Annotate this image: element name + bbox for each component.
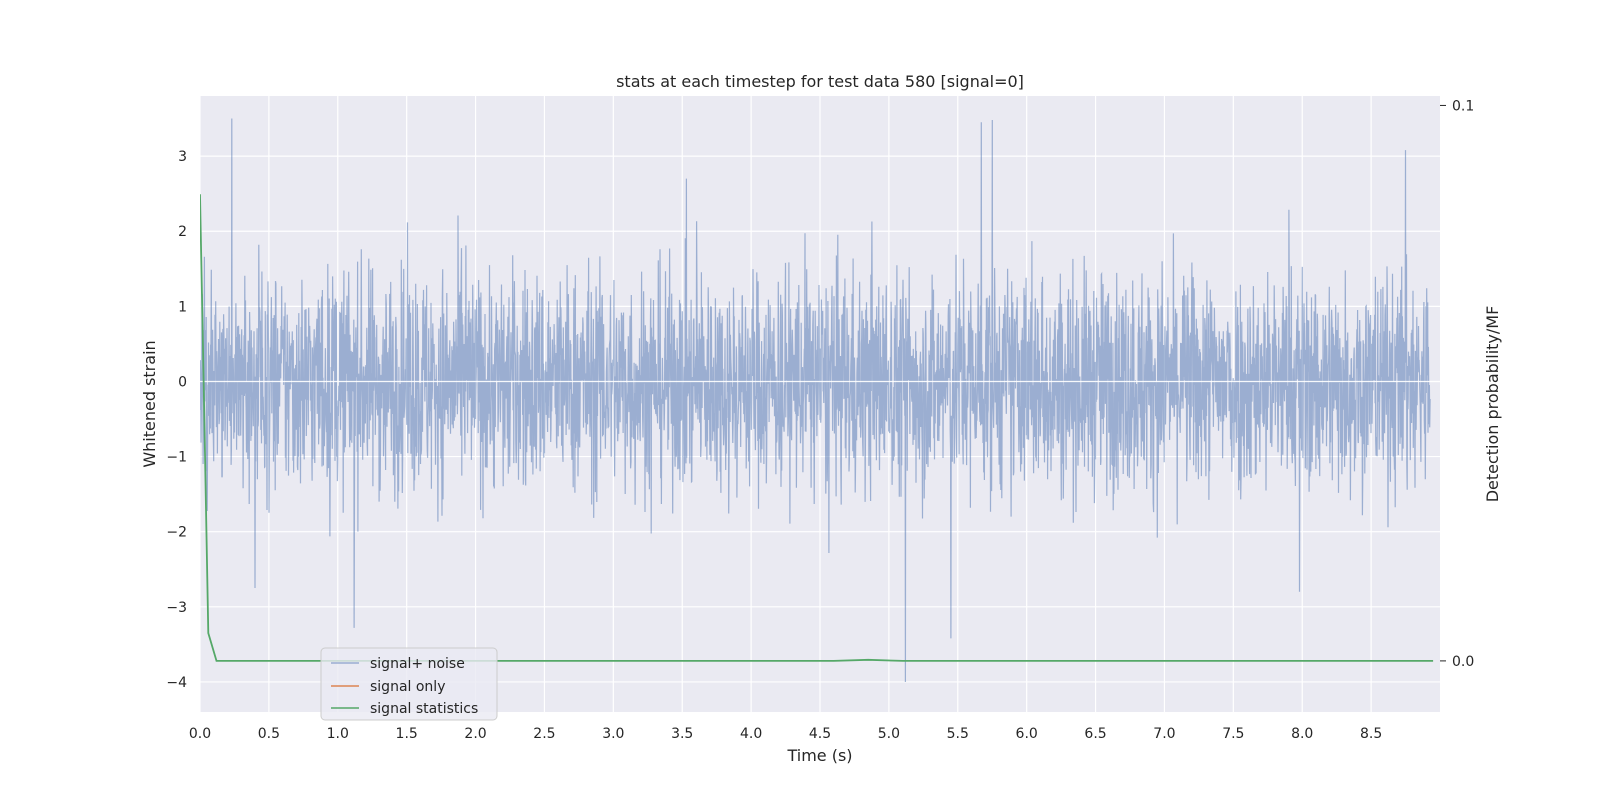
x-tick-labels: 0.0 0.5 1.0 1.5 2.0 2.5 3.0 3.5 4.0 4.5 5.0 5.5 6.0 6… <box>189 726 1382 742</box>
x-tick-label: 8.5 <box>1360 726 1382 742</box>
x-tick-label: 3.0 <box>602 726 624 742</box>
y-tick-label: 3 <box>178 149 187 165</box>
x-tick-label: 6.0 <box>1016 726 1038 742</box>
y-axis-label: Whitened strain <box>140 340 159 467</box>
statistics-series <box>200 194 1434 662</box>
y-tick-label: −4 <box>166 675 187 691</box>
x-tick-label: 7.5 <box>1222 726 1244 742</box>
y-tick-label: −3 <box>166 600 187 616</box>
x-tick-label: 3.5 <box>671 726 693 742</box>
y2-axis-label: Detection probability/MF <box>1483 306 1502 503</box>
x-tick-label: 7.0 <box>1153 726 1175 742</box>
x-tick-label: 4.0 <box>740 726 762 742</box>
y2-tick-label: 0.1 <box>1452 98 1474 114</box>
x-tick-label: 0.5 <box>258 726 280 742</box>
x-tick-label: 1.5 <box>396 726 418 742</box>
y-tick-label: 2 <box>178 224 187 240</box>
series-line-signal-statistics <box>200 194 1434 662</box>
x-tick-label: 6.5 <box>1084 726 1106 742</box>
y-tick-label: 1 <box>178 299 187 315</box>
legend-label-signal-only: signal only <box>370 679 445 695</box>
x-axis-label: Time (s) <box>786 746 852 765</box>
x-tick-label: 1.0 <box>327 726 349 742</box>
y2-tick-label: 0.0 <box>1452 654 1474 670</box>
noise-series <box>200 118 1440 683</box>
x-tick-label: 5.0 <box>878 726 900 742</box>
y-tick-label: 0 <box>178 374 187 390</box>
legend-label-signal-noise: signal+ noise <box>370 656 465 672</box>
x-tick-label: 2.0 <box>464 726 486 742</box>
legend-box <box>320 647 498 721</box>
legend: signal+ noise signal only signal statist… <box>320 647 498 721</box>
x-tick-label: 0.0 <box>189 726 211 742</box>
x-tick-label: 5.5 <box>947 726 969 742</box>
series-line-signal-noise <box>200 118 1431 683</box>
y-tick-labels: 3 2 1 0 −1 −2 −3 −4 <box>166 149 187 691</box>
x-tick-label: 2.5 <box>533 726 555 742</box>
chart-title: stats at each timestep for test data 580… <box>616 72 1024 91</box>
legend-label-signal-statistics: signal statistics <box>370 701 478 717</box>
x-tick-label: 4.5 <box>809 726 831 742</box>
x-tick-label: 8.0 <box>1291 726 1313 742</box>
y-tick-label: −1 <box>166 450 187 466</box>
y2-tick-labels: 0.1 0.0 <box>1440 98 1474 670</box>
y-tick-label: −2 <box>166 525 187 541</box>
